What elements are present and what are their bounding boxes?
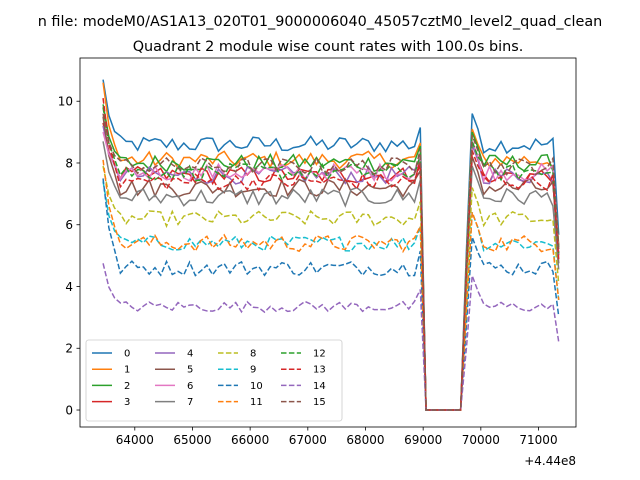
y-tick-label-10: 10 <box>58 95 73 109</box>
y-tick-label-8: 8 <box>65 156 73 170</box>
series-line-10 <box>102 178 560 411</box>
legend-box <box>85 339 343 422</box>
chart-suptitle: n file: modeM0/AS1A13_020T01_9000006040_… <box>38 14 603 30</box>
legend-label-6: 6 <box>187 381 193 392</box>
legend-label-4: 4 <box>187 349 193 360</box>
series-line-7 <box>102 141 560 411</box>
y-tick-label-0: 0 <box>65 403 73 417</box>
legend-label-5: 5 <box>187 365 193 376</box>
legend-label-12: 12 <box>313 349 326 360</box>
plot-area: 64000 65000 66000 67000 68000 69000 70000 71000… <box>58 57 577 447</box>
legend-label-10: 10 <box>250 381 263 392</box>
legend-label-14: 14 <box>313 381 326 392</box>
legend-label-13: 13 <box>313 365 326 376</box>
y-tick-label-2: 2 <box>65 342 73 356</box>
x-tick-label-64000: 64000 <box>116 433 154 447</box>
legend-label-1: 1 <box>124 365 130 376</box>
series-group <box>102 79 560 411</box>
x-tick-label-69000: 69000 <box>404 433 442 447</box>
x-offset-text: +4.44e8 <box>524 454 576 468</box>
series-line-11 <box>102 159 560 411</box>
series-line-15 <box>102 113 560 411</box>
series-line-14 <box>102 263 560 411</box>
legend-label-9: 9 <box>250 365 256 376</box>
legend-label-11: 11 <box>250 397 263 408</box>
legend-label-3: 3 <box>124 397 130 408</box>
y-tick-label-4: 4 <box>65 280 73 294</box>
series-line-0 <box>102 79 560 411</box>
x-tick-label-66000: 66000 <box>231 433 269 447</box>
axes-frame <box>79 57 577 428</box>
series-line-8 <box>102 165 560 411</box>
legend-label-7: 7 <box>187 397 193 408</box>
legend-label-15: 15 <box>313 397 326 408</box>
legend-label-2: 2 <box>124 381 130 392</box>
legend-label-8: 8 <box>250 349 256 360</box>
chart-title: Quadrant 2 module wise count rates with … <box>133 39 524 55</box>
x-tick-label-70000: 70000 <box>462 433 500 447</box>
x-tick-label-67000: 67000 <box>289 433 327 447</box>
legend-label-0: 0 <box>124 349 130 360</box>
series-line-13 <box>102 98 560 411</box>
x-tick-label-65000: 65000 <box>173 433 211 447</box>
series-line-12 <box>102 107 560 411</box>
x-tick-label-68000: 68000 <box>346 433 384 447</box>
x-tick-label-71000: 71000 <box>519 433 557 447</box>
y-tick-label-6: 6 <box>65 218 73 232</box>
